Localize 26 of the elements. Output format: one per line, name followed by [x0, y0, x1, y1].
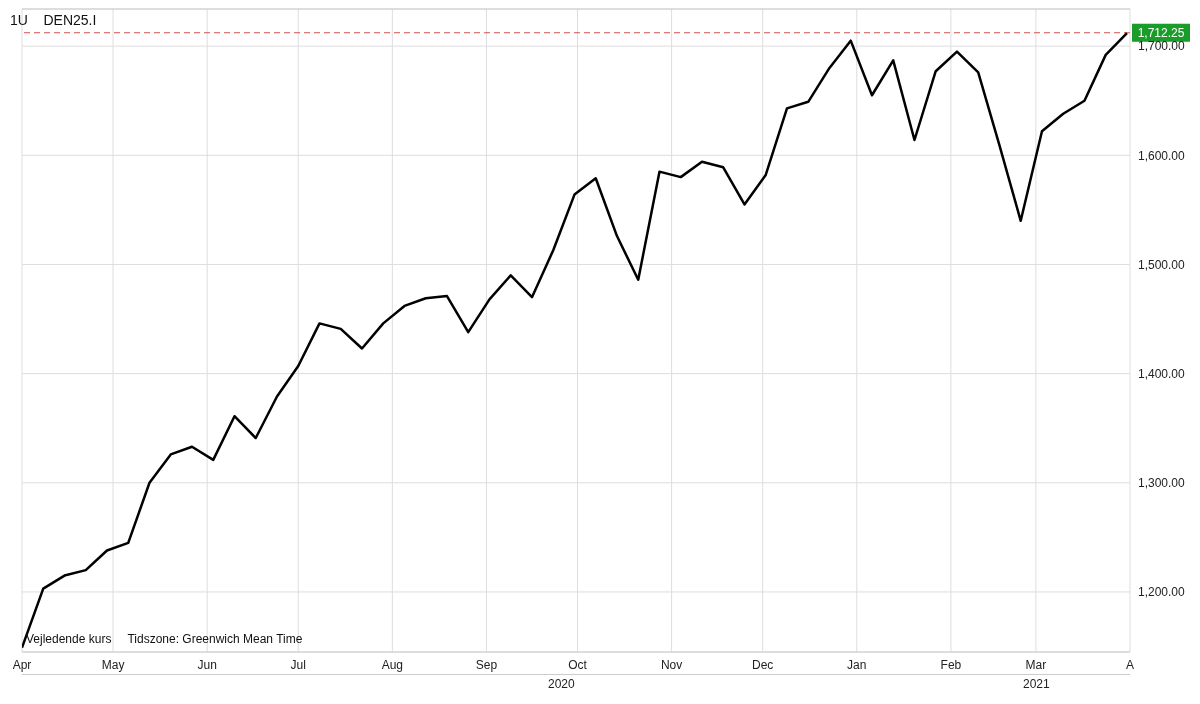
x-tick-label: Feb: [940, 657, 962, 672]
y-tick-label: 1,200.00: [1138, 585, 1186, 600]
chart-title: 1U DEN25.I: [10, 12, 97, 28]
ref-line-label: 1,712.25: [1137, 25, 1185, 40]
annotation: Tidszone: Greenwich Mean Time: [127, 632, 303, 646]
line-series: [22, 31, 1129, 649]
y-tick-label: 1,600.00: [1138, 148, 1186, 163]
x-tick-label: Sep: [475, 657, 498, 672]
x-tick-label: Jul: [290, 657, 306, 672]
x-tick-label: Aug: [381, 657, 404, 672]
text: 2021: [1023, 677, 1050, 691]
x-tick-label: Jun: [197, 657, 217, 672]
text: 2020: [548, 677, 575, 691]
x-tick-label: Apr: [12, 657, 32, 672]
y-tick-label: 1,500.00: [1138, 257, 1186, 272]
x-tick-label: Dec: [752, 657, 774, 672]
y-tick-label: 1,400.00: [1138, 366, 1186, 381]
y-tick-label: 1,700.00: [1138, 39, 1186, 54]
x-tick-label: A: [1125, 657, 1135, 672]
x-tick-label: Mar: [1025, 657, 1047, 672]
y-tick-label: 1,300.00: [1138, 476, 1186, 491]
x-tick-label: Nov: [660, 657, 683, 672]
annotation: Vejledende kurs: [26, 632, 112, 646]
x-tick-label: Jan: [847, 657, 867, 672]
x-tick-label: Oct: [568, 657, 588, 672]
x-tick-label: May: [101, 657, 125, 672]
